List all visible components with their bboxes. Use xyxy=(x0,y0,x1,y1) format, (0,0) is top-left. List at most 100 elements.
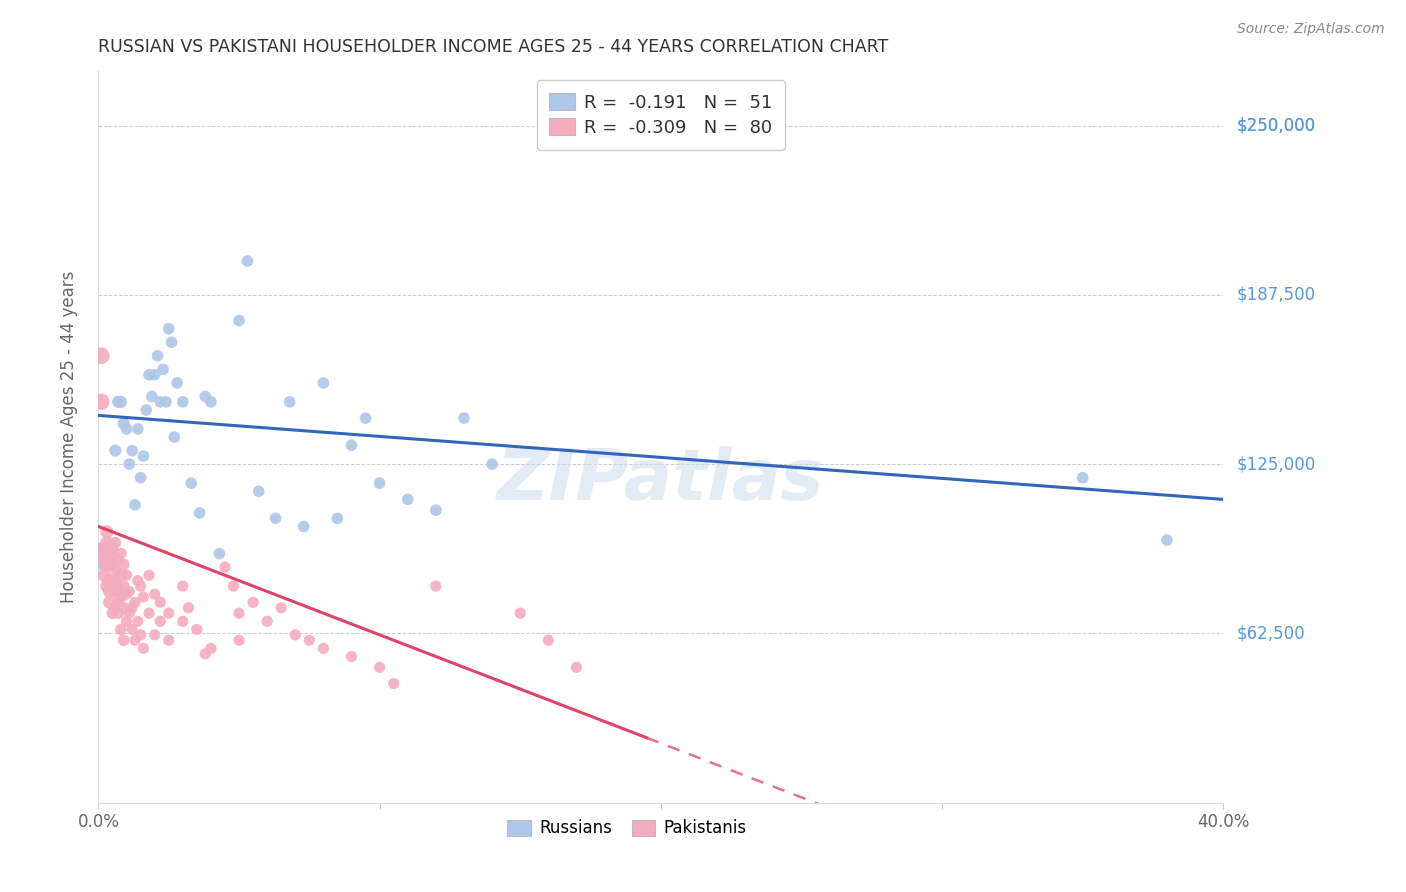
Point xyxy=(132,641,155,656)
Point xyxy=(121,443,143,458)
Point xyxy=(312,641,335,656)
Point xyxy=(98,574,121,588)
Point xyxy=(104,584,127,599)
Point xyxy=(124,633,146,648)
Point xyxy=(107,606,129,620)
Legend: Russians, Pakistanis: Russians, Pakistanis xyxy=(499,811,755,846)
Point xyxy=(101,552,124,566)
Point xyxy=(228,633,250,648)
Point xyxy=(135,403,157,417)
Text: $250,000: $250,000 xyxy=(1237,117,1316,135)
Point xyxy=(104,574,127,588)
Point xyxy=(104,535,127,549)
Point xyxy=(115,587,138,601)
Point xyxy=(228,313,250,327)
Point xyxy=(96,558,118,572)
Point xyxy=(112,579,135,593)
Text: RUSSIAN VS PAKISTANI HOUSEHOLDER INCOME AGES 25 - 44 YEARS CORRELATION CHART: RUSSIAN VS PAKISTANI HOUSEHOLDER INCOME … xyxy=(98,38,889,56)
Point xyxy=(107,395,129,409)
Point xyxy=(132,449,155,463)
Point xyxy=(143,628,166,642)
Point xyxy=(208,547,231,561)
Point xyxy=(453,411,475,425)
Point xyxy=(214,560,236,574)
Point xyxy=(110,547,132,561)
Point xyxy=(292,519,315,533)
Point xyxy=(93,558,115,572)
Point xyxy=(278,395,301,409)
Point xyxy=(312,376,335,390)
Point xyxy=(138,606,160,620)
Point xyxy=(149,595,172,609)
Point xyxy=(138,368,160,382)
Point xyxy=(152,362,174,376)
Point xyxy=(149,615,172,629)
Point xyxy=(194,647,217,661)
Point xyxy=(425,503,447,517)
Text: $62,500: $62,500 xyxy=(1237,624,1306,642)
Point xyxy=(96,579,118,593)
Point xyxy=(270,600,292,615)
Point xyxy=(112,558,135,572)
Point xyxy=(115,615,138,629)
Point xyxy=(163,430,186,444)
Text: ZIPatlas: ZIPatlas xyxy=(498,447,824,516)
Point xyxy=(354,411,377,425)
Point xyxy=(284,628,307,642)
Point xyxy=(101,579,124,593)
Point xyxy=(177,600,200,615)
Point xyxy=(104,600,127,615)
Point xyxy=(104,443,127,458)
Point xyxy=(129,579,152,593)
Point xyxy=(115,568,138,582)
Point xyxy=(118,606,141,620)
Point xyxy=(194,389,217,403)
Text: Source: ZipAtlas.com: Source: ZipAtlas.com xyxy=(1237,22,1385,37)
Point xyxy=(565,660,588,674)
Point xyxy=(112,600,135,615)
Point xyxy=(121,623,143,637)
Point xyxy=(98,584,121,599)
Point xyxy=(172,395,194,409)
Point xyxy=(222,579,245,593)
Point xyxy=(200,395,222,409)
Point xyxy=(110,395,132,409)
Point xyxy=(242,595,264,609)
Point xyxy=(340,438,363,452)
Point xyxy=(509,606,531,620)
Point xyxy=(157,606,180,620)
Point xyxy=(93,552,115,566)
Point xyxy=(96,535,118,549)
Point xyxy=(188,506,211,520)
Point xyxy=(107,595,129,609)
Point xyxy=(132,590,155,604)
Point xyxy=(481,457,503,471)
Point xyxy=(141,389,163,403)
Point xyxy=(127,422,149,436)
Point xyxy=(247,484,270,499)
Point xyxy=(98,544,121,558)
Point xyxy=(340,649,363,664)
Point xyxy=(101,606,124,620)
Y-axis label: Householder Income Ages 25 - 44 years: Householder Income Ages 25 - 44 years xyxy=(59,271,77,603)
Point xyxy=(112,417,135,431)
Point xyxy=(118,584,141,599)
Point xyxy=(228,606,250,620)
Point xyxy=(110,568,132,582)
Point xyxy=(236,254,259,268)
Point xyxy=(115,422,138,436)
Point xyxy=(1071,471,1094,485)
Point xyxy=(107,579,129,593)
Point xyxy=(264,511,287,525)
Point xyxy=(93,568,115,582)
Text: $125,000: $125,000 xyxy=(1237,455,1316,473)
Point xyxy=(143,587,166,601)
Point xyxy=(172,615,194,629)
Point xyxy=(127,615,149,629)
Point xyxy=(368,660,391,674)
Point xyxy=(127,574,149,588)
Point xyxy=(149,395,172,409)
Point xyxy=(326,511,349,525)
Text: $250,000: $250,000 xyxy=(1237,117,1316,135)
Point xyxy=(396,492,419,507)
